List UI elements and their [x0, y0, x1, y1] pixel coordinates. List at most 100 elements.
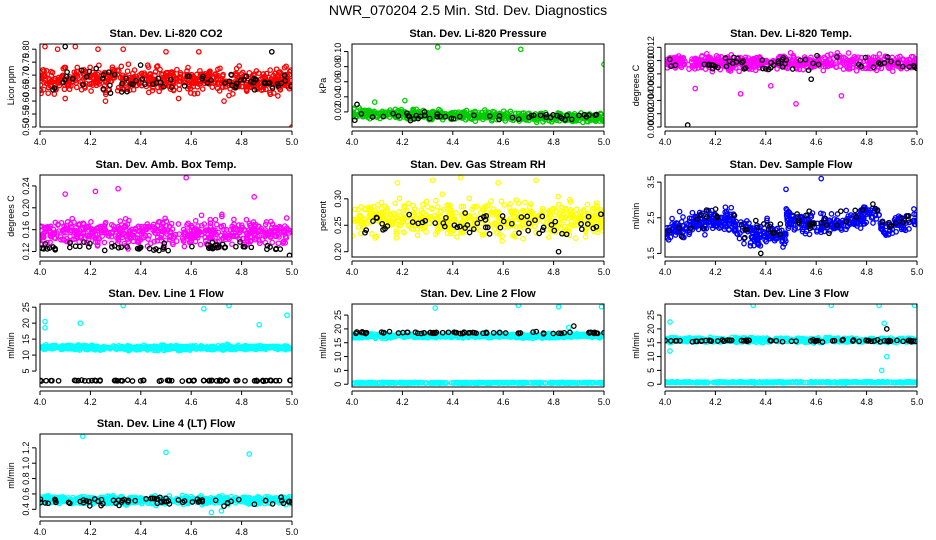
point	[219, 211, 225, 218]
point	[384, 205, 390, 212]
point	[179, 378, 186, 384]
point	[93, 345, 100, 352]
point	[251, 194, 258, 200]
point	[584, 221, 591, 227]
point	[55, 377, 62, 384]
plot-frame	[39, 43, 293, 128]
point	[264, 345, 270, 351]
point	[491, 225, 498, 232]
point	[374, 332, 380, 338]
point	[391, 109, 397, 116]
point	[283, 215, 290, 221]
x-tick-label: 4.4	[760, 137, 773, 147]
y-tick-label: 0.000	[646, 116, 656, 139]
point	[569, 211, 576, 218]
point	[762, 237, 768, 243]
point	[714, 214, 721, 221]
x-tick-label: 4.4	[135, 267, 148, 277]
point	[359, 334, 366, 341]
point	[78, 234, 85, 241]
point	[806, 231, 813, 238]
point	[586, 112, 592, 118]
point	[573, 330, 580, 337]
point	[141, 344, 147, 351]
point	[895, 60, 901, 66]
point	[170, 241, 176, 248]
point	[212, 71, 219, 77]
point	[729, 60, 736, 67]
point	[600, 215, 604, 222]
y-axis-label: degrees C	[6, 195, 16, 237]
point	[273, 233, 280, 240]
point	[767, 235, 774, 242]
point	[88, 219, 94, 225]
point	[107, 344, 114, 351]
point	[62, 191, 69, 197]
point	[238, 77, 244, 83]
point	[185, 85, 191, 92]
point	[771, 229, 778, 236]
point	[393, 228, 400, 235]
x-tick-label: 4.4	[135, 137, 148, 147]
y-tick-label: 0.24	[21, 177, 31, 195]
x-tick-label: 4.0	[346, 137, 359, 147]
panel-title: Stan. Dev. Li-820 Pressure	[409, 28, 546, 40]
point	[275, 83, 282, 89]
point	[146, 245, 153, 252]
point	[175, 95, 182, 102]
point	[439, 191, 446, 198]
point	[47, 239, 53, 246]
point	[256, 240, 263, 247]
point	[821, 54, 828, 61]
point	[833, 64, 840, 70]
point	[166, 344, 173, 351]
point	[497, 224, 504, 231]
point	[680, 214, 686, 220]
point	[539, 213, 546, 220]
point	[209, 245, 216, 252]
point	[60, 236, 67, 243]
point	[122, 215, 129, 222]
point	[676, 228, 683, 235]
point	[460, 203, 467, 210]
plot-frame	[351, 43, 605, 128]
y-tick-label: 0.20	[333, 243, 343, 261]
point	[352, 206, 358, 213]
y-axis-label: ml/min	[318, 332, 328, 359]
point	[354, 101, 360, 108]
point	[582, 234, 589, 240]
point	[139, 76, 146, 82]
x-tick-label: 4.6	[185, 397, 198, 407]
point	[90, 226, 97, 233]
point	[759, 65, 766, 72]
point	[131, 67, 138, 73]
point	[153, 63, 160, 70]
point	[87, 64, 93, 71]
point	[233, 345, 240, 352]
point	[166, 223, 173, 230]
point	[580, 119, 586, 126]
x-tick-label: 4.6	[497, 267, 510, 277]
point	[567, 207, 574, 213]
point	[564, 112, 570, 119]
point	[866, 61, 873, 67]
point	[181, 83, 188, 89]
point	[712, 206, 719, 212]
point	[888, 58, 894, 65]
point	[124, 88, 130, 95]
point	[129, 378, 136, 384]
point	[153, 79, 160, 86]
point	[484, 203, 491, 209]
x-tick-label: 4.6	[185, 267, 198, 277]
point	[282, 233, 289, 240]
point	[244, 83, 251, 89]
point	[562, 116, 568, 123]
y-tick-label: 0.50	[21, 118, 31, 136]
point	[590, 225, 597, 232]
point	[179, 235, 186, 242]
y-tick-label: 10	[21, 350, 31, 360]
point	[457, 223, 463, 230]
point	[167, 233, 173, 240]
point	[795, 219, 802, 226]
point	[232, 84, 239, 91]
